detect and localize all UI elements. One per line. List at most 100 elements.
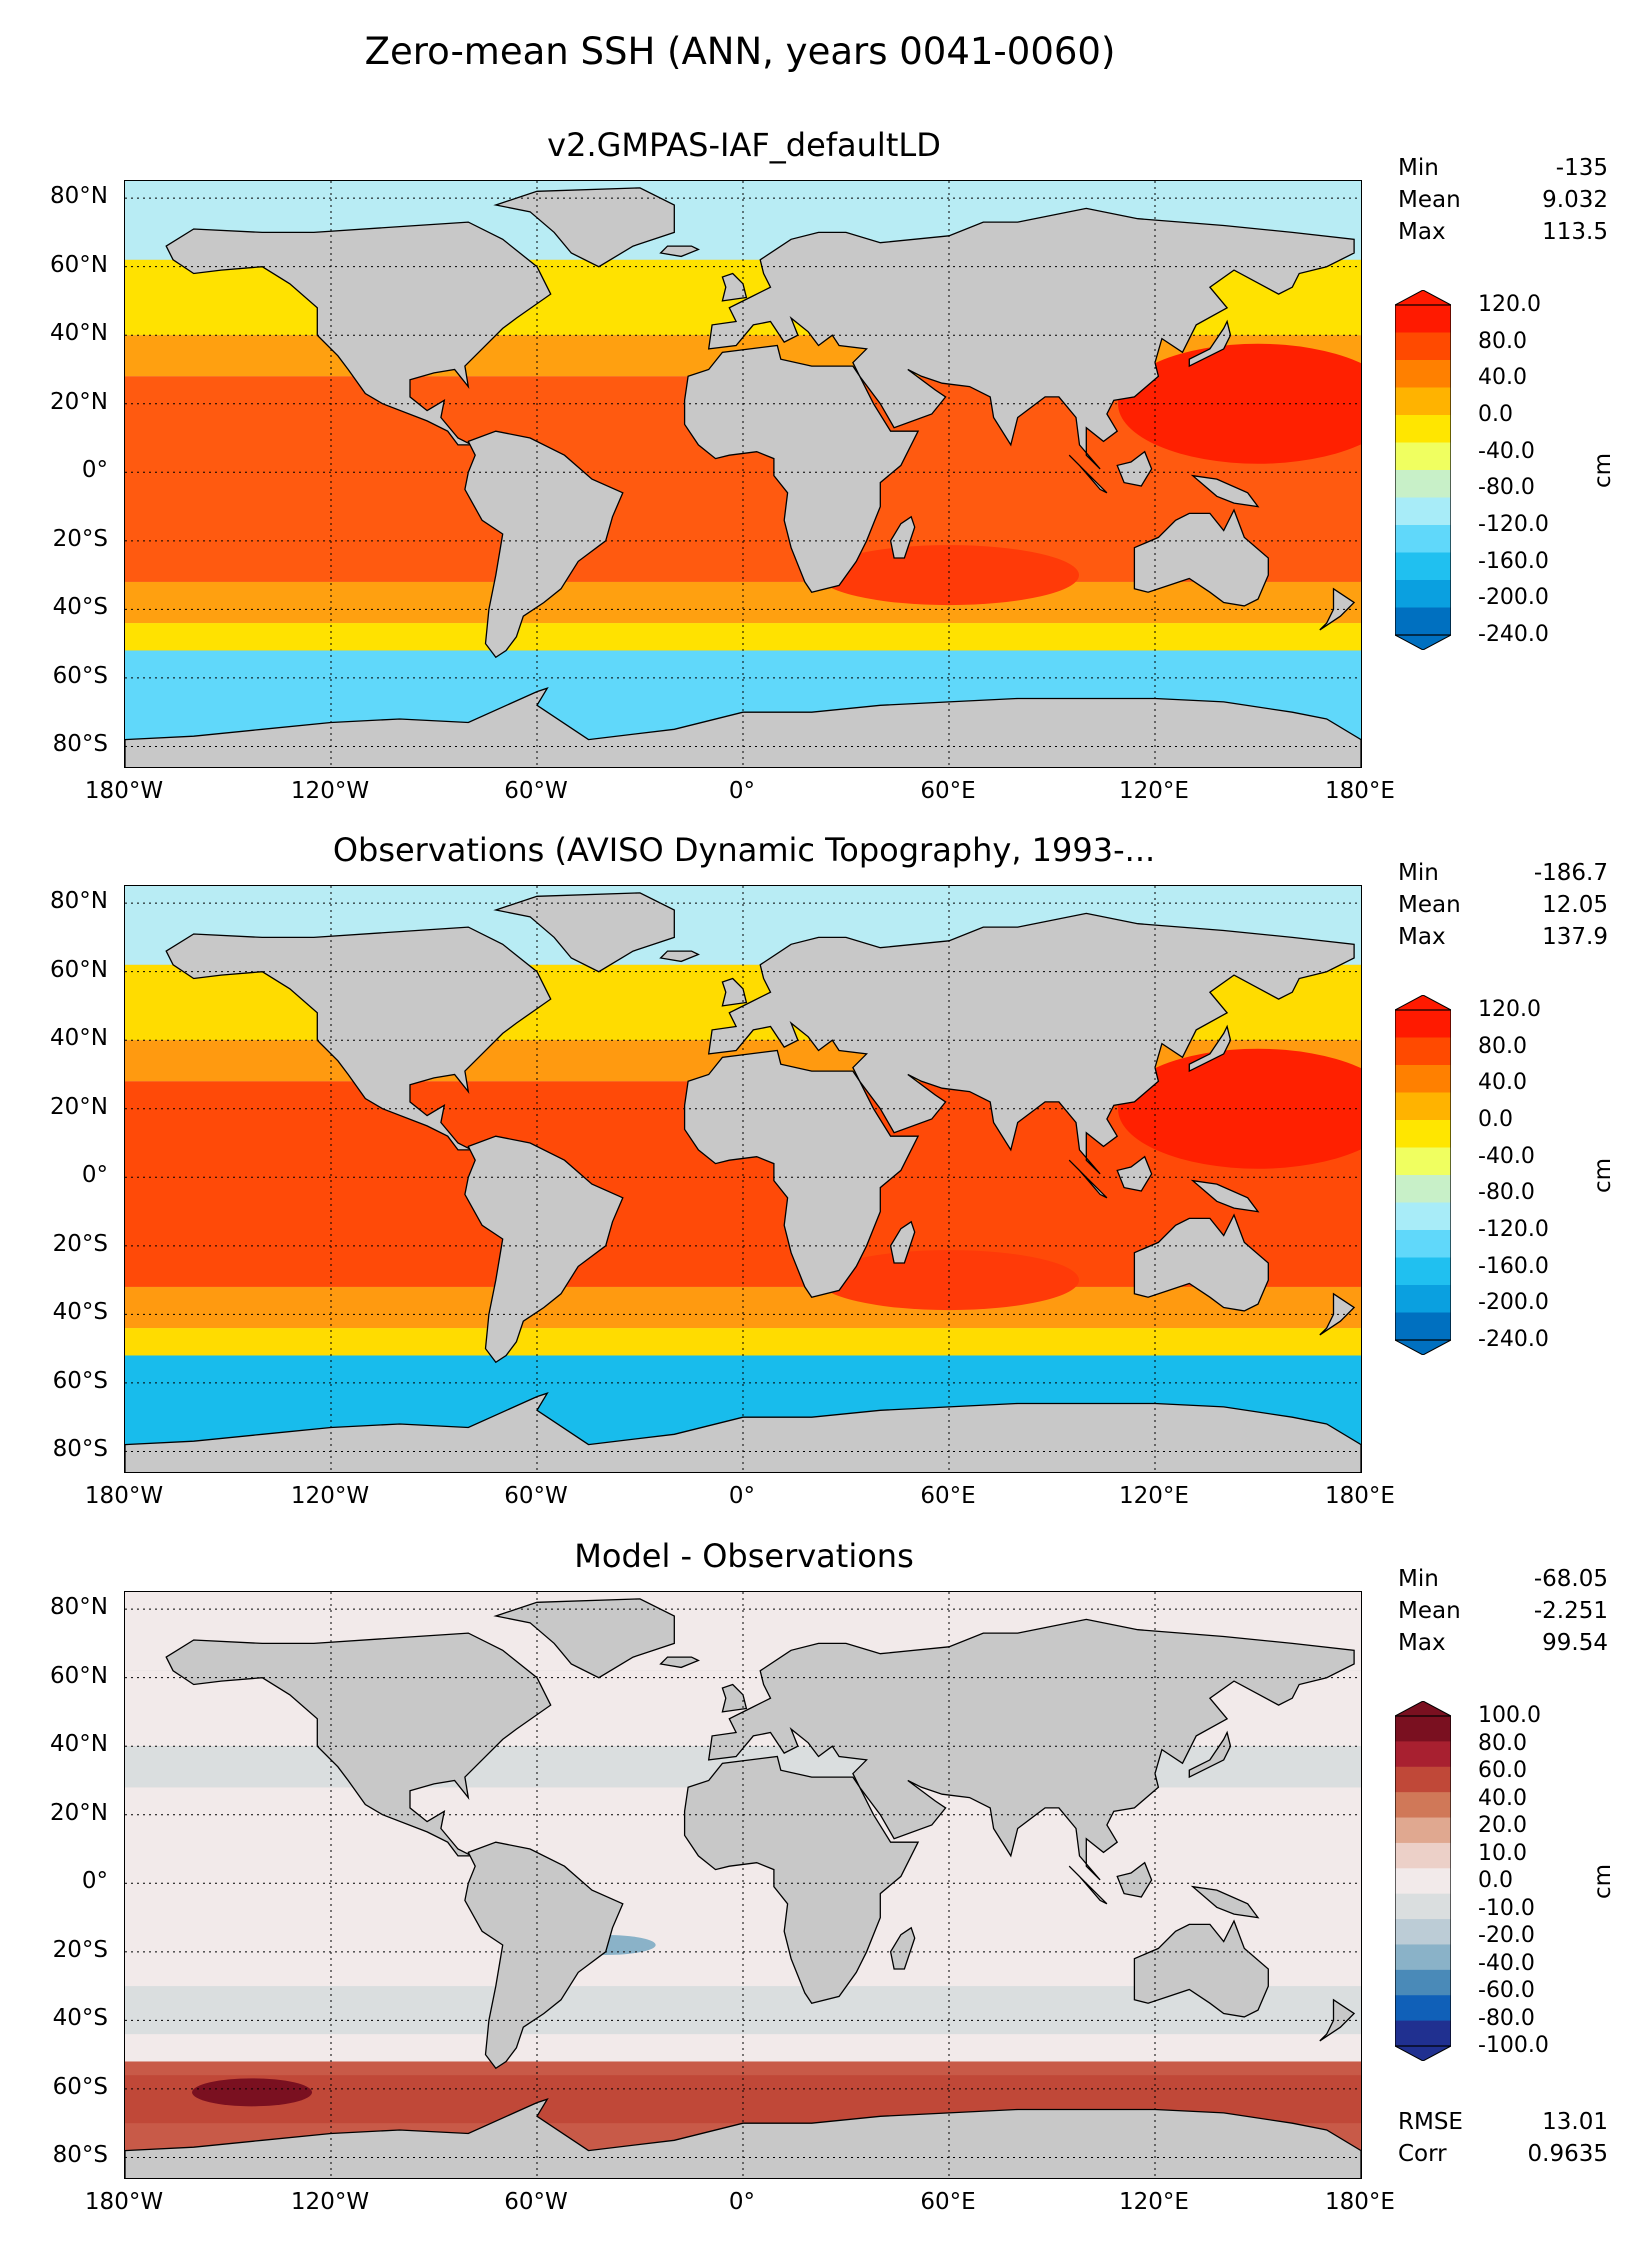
madagascar-landmass [889, 1926, 916, 1970]
longitude-tick-label: 60°W [504, 1483, 568, 1509]
sumatra-landmass [1068, 1159, 1108, 1199]
stat-row: Corr 0.9635 [1398, 2138, 1608, 2170]
colorbar-tick-label: -40.0 [1478, 1950, 1535, 1976]
latitude-tick-label: 20°S [52, 1230, 108, 1257]
south-midlat-band [125, 623, 1361, 651]
stat-label: Max [1398, 219, 1446, 245]
latitude-tick-label: 80°N [50, 183, 108, 210]
latitude-tick-label: 60°N [50, 956, 108, 983]
colorbar-tick-label: 60.0 [1478, 1758, 1527, 1783]
stat-label: RMSE [1398, 2109, 1463, 2135]
british-isles-landmass [721, 1683, 748, 1713]
japan-landmass [1188, 1730, 1232, 1779]
colorbar-segment [1395, 1037, 1451, 1066]
colorbar-segment [1395, 525, 1451, 553]
colorbar-segment [1395, 1257, 1451, 1286]
latitude-tick-label: 20°N [50, 1799, 108, 1826]
latitude-tick-label: 20°S [52, 1936, 108, 1963]
africa-landmass [683, 1755, 920, 2004]
stat-label: Mean [1398, 892, 1461, 918]
colorbar-min-extend [1394, 634, 1452, 651]
colorbar-tick-label: 0.0 [1478, 1107, 1513, 1132]
eurasia-landmass [707, 1618, 1355, 1881]
british-isles-landmass [721, 977, 748, 1007]
latitude-tick-label: 0° [81, 1162, 108, 1189]
madagascar-landmass [889, 1220, 916, 1264]
warm-pool [1118, 1048, 1361, 1169]
colorbar-segment [1395, 1792, 1451, 1819]
longitude-tick-label: 180°W [84, 778, 164, 804]
colorbar-segment [1395, 1716, 1451, 1742]
stats-block: Min -186.7 Mean 12.05 Max 137.9 [1398, 857, 1608, 953]
stat-label: Mean [1398, 1598, 1461, 1624]
latitude-tick-label: 80°S [52, 2142, 108, 2169]
latitude-tick-label: 40°S [52, 594, 108, 621]
stat-row: Min -68.05 [1398, 1563, 1608, 1595]
colorbar-segment [1395, 1065, 1451, 1093]
latitude-tick-label: 60°N [50, 251, 108, 278]
stat-row: Mean 12.05 [1398, 889, 1608, 921]
colorbar-tick-label: -200.0 [1478, 1290, 1549, 1316]
colorbar-segment [1395, 360, 1451, 388]
australia-landmass [1133, 508, 1269, 607]
longitude-tick-label: 0° [728, 2189, 756, 2215]
stat-label: Max [1398, 924, 1446, 950]
australia-landmass [1133, 1919, 1269, 2018]
latitude-tick-label: 60°N [50, 1662, 108, 1689]
longitude-tick-label: 120°E [1119, 2189, 1189, 2215]
colorbar-segment [1395, 1817, 1451, 1844]
stats-block: Min -135 Mean 9.032 Max 113.5 [1398, 152, 1608, 248]
panel-title: Observations (AVISO Dynamic Topography, … [332, 831, 1156, 869]
south-america-landmass [464, 1135, 624, 1364]
colorbar-segment [1395, 470, 1451, 498]
stat-label: Min [1398, 860, 1439, 886]
longitude-tick-label: 180°E [1325, 2189, 1395, 2215]
new-zealand-landmass [1319, 1998, 1356, 2042]
colorbar-tick-label: -240.0 [1478, 1327, 1549, 1352]
south-midlat-band [125, 2034, 1361, 2062]
stat-row: Min -135 [1398, 152, 1608, 184]
stat-label: Min [1398, 1566, 1439, 1592]
colorbar-segment [1395, 305, 1451, 333]
greenland-landmass [493, 1598, 675, 1679]
japan-landmass [1188, 319, 1232, 368]
iceland-landmass [659, 245, 700, 258]
stat-value: -135 [1555, 155, 1608, 181]
colorbar-tick-label: 40.0 [1478, 365, 1527, 391]
colorbar-segment [1395, 1230, 1451, 1258]
colorbar-segment [1395, 552, 1451, 581]
longitude-tick-label: 180°E [1325, 778, 1395, 804]
new-zealand-landmass [1319, 1292, 1356, 1336]
warm-pool [1118, 343, 1361, 464]
british-isles-landmass [721, 272, 748, 302]
colorbar-tick-label: -20.0 [1478, 1923, 1535, 1948]
longitude-tick-label: 0° [728, 1483, 756, 1509]
borneo-landmass [1116, 1155, 1153, 1192]
colorbar-units-label: cm [1590, 1157, 1616, 1193]
latitude-tick-label: 80°S [52, 731, 108, 758]
stat-label: Mean [1398, 187, 1461, 213]
colorbar-tick-label: 20.0 [1478, 1813, 1527, 1838]
stat-value: 12.05 [1542, 892, 1608, 918]
colorbar-tick-label: -80.0 [1478, 475, 1535, 501]
iceland-landmass [659, 1656, 700, 1669]
colorbar-units-label: cm [1590, 452, 1616, 488]
latitude-tick-label: 20°N [50, 388, 108, 415]
longitude-tick-label: 60°E [920, 2189, 976, 2215]
colorbar-tick-label: -40.0 [1478, 1143, 1535, 1169]
latitude-tick-label: 80°N [50, 1594, 108, 1621]
latitude-tick-label: 80°N [50, 888, 108, 915]
stat-row: Mean -2.251 [1398, 1595, 1608, 1627]
longitude-tick-label: 0° [728, 778, 756, 804]
colorbar-segment [1395, 1741, 1451, 1768]
borneo-landmass [1116, 1861, 1153, 1898]
colorbar-min-extend [1394, 1339, 1452, 1356]
longitude-tick-label: 60°E [920, 1483, 976, 1509]
sumatra-landmass [1068, 1865, 1108, 1905]
north-america-landmass [165, 1632, 552, 1857]
longitude-tick-label: 120°W [290, 778, 370, 804]
stat-value: -186.7 [1533, 860, 1608, 886]
colorbar-tick-label: 0.0 [1478, 1868, 1513, 1893]
stat-row: Max 99.54 [1398, 1627, 1608, 1659]
colorbar-segment [1395, 1842, 1451, 1869]
